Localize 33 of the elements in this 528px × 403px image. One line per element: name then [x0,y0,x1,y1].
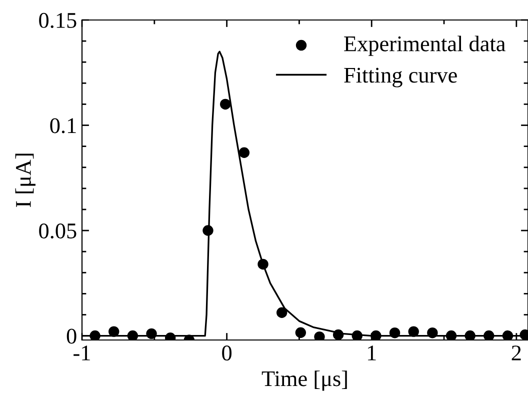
x-tick-label: 0 [222,346,232,360]
point [464,330,476,340]
legend-label: Experimental data [344,36,506,56]
point [332,329,344,340]
point [108,326,120,337]
point [258,258,268,270]
point [352,330,362,340]
point [370,330,382,340]
y-tick-label: 0.05 [39,223,76,239]
point [127,330,138,340]
point [427,327,438,338]
point [220,98,231,110]
point [502,330,514,340]
x-tick-label: 1 [368,346,376,360]
y-axis-title: I [μA] [15,154,36,208]
point [314,331,325,340]
x-tick-label: -1 [74,346,90,360]
point [202,225,214,236]
y-tick-label: 0 [66,328,76,344]
x-tick-label: 2 [512,346,521,360]
point [276,307,288,318]
point [389,327,400,338]
legend-label: Fitting curve [344,68,457,88]
point [90,330,100,340]
y-tick-label: 0.15 [39,12,76,28]
point [484,330,494,340]
point [446,330,457,340]
x-axis-title: Time [μs] [262,370,347,391]
y-tick-label: 0.1 [50,118,76,134]
point [146,328,157,340]
point [295,327,306,338]
point [408,326,419,337]
point [238,147,250,158]
